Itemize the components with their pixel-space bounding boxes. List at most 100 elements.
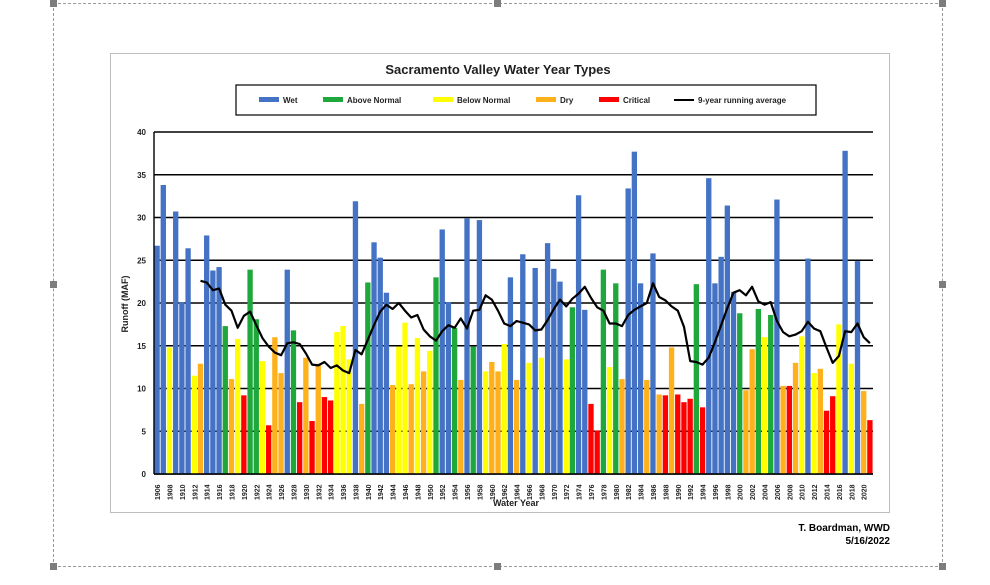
bar-1919 [235,338,241,474]
x-tick-label: 1954 [453,484,460,500]
bar-1948 [414,338,421,474]
x-tick-label: 2014 [825,484,832,500]
bar-1907 [160,185,166,474]
bar-1922 [253,319,259,474]
x-tick-label: 1912 [192,484,199,500]
bar-1980 [613,283,619,474]
bar-1956 [464,218,470,474]
x-tick-label: 1910 [180,484,187,500]
x-tick-label: 1936 [341,484,348,500]
y-tick-label: 30 [137,214,146,223]
bar-1968 [538,357,545,474]
legend-swatch [536,97,556,102]
bar-1989 [668,347,675,474]
bar-1988 [662,395,669,474]
legend-item-bn: Below Normal [433,96,510,105]
bar-2003 [755,308,761,474]
bar-1920 [241,395,247,474]
bar-1966 [526,362,532,474]
x-tick-label: 1918 [230,484,237,500]
x-tick-label: 1922 [254,484,261,500]
x-tick-label: 1970 [552,484,559,500]
resize-handle-bottom-center[interactable] [494,563,501,570]
bar-1990 [675,394,681,474]
bar-1914 [204,235,210,474]
x-tick-label: 1968 [539,484,546,500]
x-tick-label: 1946 [403,484,410,500]
running-average [200,279,871,375]
bar-1976 [588,403,594,474]
bar-1997 [718,256,724,474]
bar-1912 [191,375,197,474]
x-tick-label: 1998 [725,484,732,500]
x-tick-label: 1988 [663,484,670,500]
bar-1985 [644,379,650,474]
x-tick-label: 1952 [440,484,447,500]
x-tick-label: 2012 [812,484,819,500]
legend-item-an: Above Normal [323,96,401,105]
bar-1934 [327,400,334,474]
legend: Wet Above Normal Below Normal Dry Critical 9-… [235,84,817,116]
bar-1913 [197,363,204,474]
bar-1911 [185,248,191,474]
legend-label: Critical [623,96,650,105]
legend-item-w: Wet [259,96,298,105]
x-tick-label: 1984 [639,484,646,500]
x-tick-label: 1976 [589,484,596,500]
x-tick-label: 1950 [428,484,435,500]
resize-handle-middle-right[interactable] [939,281,946,288]
bar-1929 [296,402,303,474]
bar-1983 [631,151,638,474]
bar-1950 [427,350,433,474]
bar-1951 [433,277,439,474]
chart-panel[interactable]: Sacramento Valley Water Year Types Wet Ab… [110,53,890,513]
bar-1923 [259,361,266,474]
bar-2002 [749,349,755,474]
legend-item-d: Dry [536,96,574,105]
x-tick-label: 1924 [267,484,274,500]
y-axis-label: Runoff (MAF) [120,276,130,333]
x-tick-label: 1960 [490,484,497,500]
x-tick-label: 1942 [378,484,385,500]
bar-2014 [823,410,830,474]
legend-swatch [323,97,343,102]
bar-1954 [451,327,458,474]
bar-1945 [396,346,402,474]
y-tick-label: 0 [142,470,147,479]
legend-swatch [259,97,279,102]
resize-handle-top-left[interactable] [50,0,57,7]
bar-1940 [365,282,371,474]
resize-handle-top-center[interactable] [494,0,501,7]
bar-2017 [842,150,848,474]
bar-1991 [681,402,687,474]
bar-1998 [724,205,731,474]
bar-1986 [650,253,656,474]
credit-author: T. Boardman, WWD [798,523,890,534]
axes: 1906 1908 1910 1912 1914 1916 1918 1920 1922 1924… [153,132,873,500]
bar-1925 [272,337,278,474]
resize-handle-top-right[interactable] [939,0,946,7]
y-tick-label: 40 [137,128,146,137]
x-tick-label: 1932 [316,484,323,500]
resize-handle-bottom-right[interactable] [939,563,946,570]
bar-2019 [854,261,861,474]
bar-1999 [730,291,737,474]
bar-1961 [495,371,501,474]
bar-2004 [761,337,768,474]
bar-1965 [520,254,526,474]
bar-1944 [389,385,396,474]
y-tick-label: 10 [137,385,146,394]
bar-1949 [420,371,427,474]
bar-1959 [482,371,489,474]
resize-handle-bottom-left[interactable] [50,563,57,570]
bar-1973 [569,307,576,474]
legend-label: Above Normal [347,96,401,105]
resize-handle-middle-left[interactable] [50,281,57,288]
y-tick-label: 25 [137,256,146,265]
legend-label: Wet [283,96,298,105]
x-tick-label: 1994 [701,484,708,500]
bar-1957 [470,346,476,474]
bar-2013 [817,368,823,474]
bar-1933 [321,397,328,474]
bar-2008 [786,385,792,474]
